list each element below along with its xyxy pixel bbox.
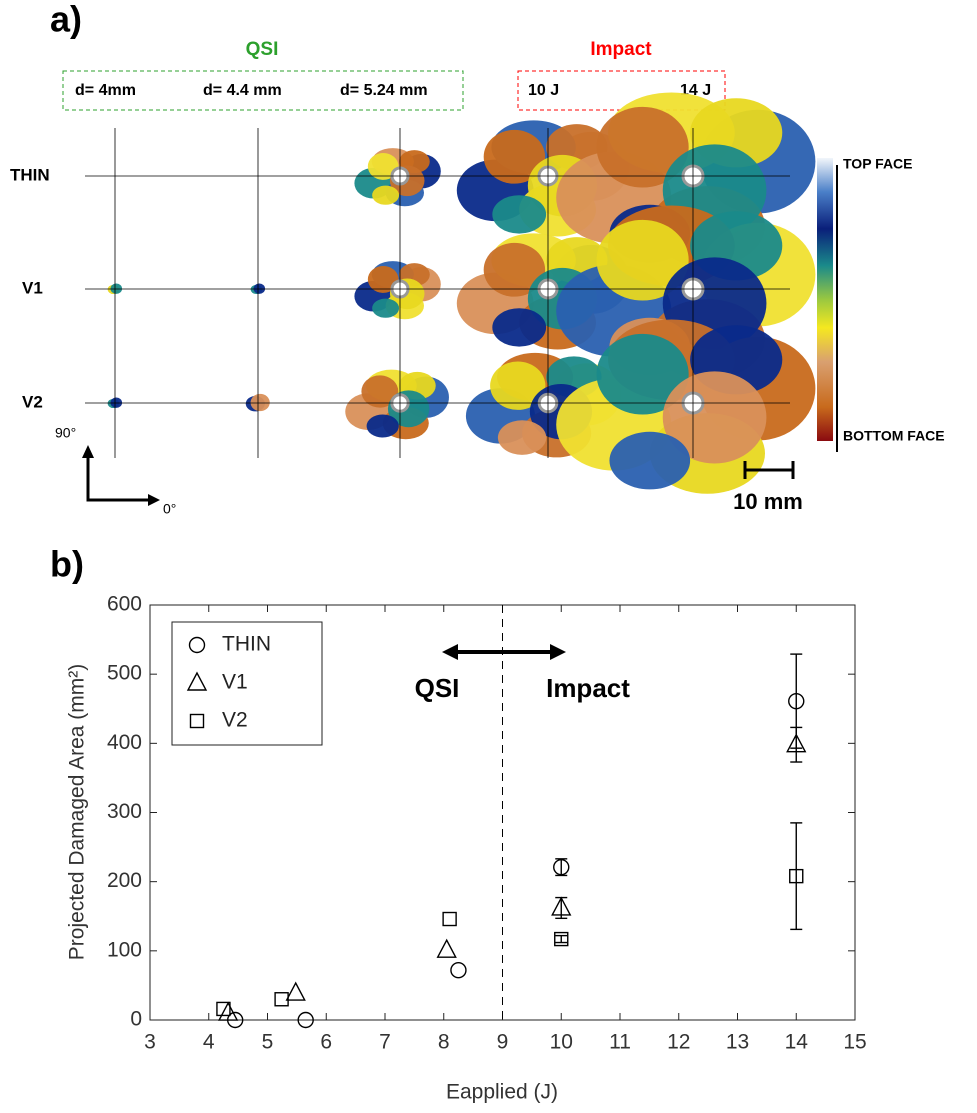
x-axis-label: Eapplied (J) <box>446 1081 558 1104</box>
damage-blob <box>367 415 399 438</box>
x-tick-label: 14 <box>785 1031 809 1054</box>
y-tick-label: 600 <box>107 593 142 616</box>
y-tick-label: 500 <box>107 662 142 685</box>
colorbar-label: TOP FACE <box>843 156 913 172</box>
x-tick-label: 11 <box>609 1031 631 1054</box>
y-axis-label: Projected Damaged Area (mm²) <box>66 664 89 960</box>
damage-blob <box>609 432 690 490</box>
x-tick-label: 8 <box>438 1031 450 1054</box>
row-label: V1 <box>22 278 43 297</box>
y-tick-label: 100 <box>107 938 142 961</box>
legend-label: THIN <box>222 633 271 656</box>
x-tick-label: 3 <box>144 1031 156 1054</box>
x-tick-label: 9 <box>497 1031 509 1054</box>
column-label: d= 5.24 mm <box>340 82 428 99</box>
x-tick-label: 7 <box>379 1031 391 1054</box>
x-tick-label: 15 <box>843 1031 866 1054</box>
annotation: Impact <box>546 673 630 703</box>
point <box>443 913 456 926</box>
scale-label: 10 mm <box>733 489 803 514</box>
legend-label: V1 <box>222 671 248 694</box>
row-label: V2 <box>22 392 43 411</box>
damage-blob <box>498 420 546 455</box>
axis-label: 0° <box>163 501 176 517</box>
column-label: 10 J <box>528 82 559 99</box>
y-tick-label: 200 <box>107 869 142 892</box>
y-tick-label: 400 <box>107 731 142 754</box>
damage-maps <box>108 92 816 493</box>
arrow-head <box>148 494 160 506</box>
x-tick-label: 13 <box>726 1031 749 1054</box>
group-title: QSI <box>246 39 279 60</box>
colorbar-label: BOTTOM FACE <box>843 428 945 444</box>
annotation: QSI <box>415 673 460 703</box>
damage-blob <box>372 299 399 318</box>
damage-blob <box>492 308 546 346</box>
point <box>451 963 466 978</box>
group-title: Impact <box>590 39 652 60</box>
arrow-head <box>550 644 566 660</box>
arrow-head <box>442 644 458 660</box>
orientation-axes <box>88 458 150 500</box>
x-tick-label: 6 <box>320 1031 332 1054</box>
point <box>287 983 305 1000</box>
damage-blob <box>251 394 270 411</box>
x-tick-label: 4 <box>203 1031 215 1054</box>
y-tick-label: 300 <box>107 800 142 823</box>
column-label: d= 4.4 mm <box>203 82 282 99</box>
axis-label: 90° <box>55 425 76 441</box>
damage-blob <box>372 186 399 205</box>
x-tick-label: 5 <box>262 1031 274 1054</box>
point <box>275 993 288 1006</box>
panel-label: a) <box>50 0 82 40</box>
x-tick-label: 12 <box>667 1031 690 1054</box>
colorbar <box>817 158 833 441</box>
legend-label: V2 <box>222 709 248 732</box>
figure: a) QSI Impact d= 4mm d= 4.4 mm d= 5.24 m… <box>0 0 977 1108</box>
damage-blob <box>492 195 546 233</box>
y-tick-label: 0 <box>130 1008 142 1031</box>
arrow-head <box>82 445 94 458</box>
x-tick-label: 10 <box>550 1031 573 1054</box>
row-label: THIN <box>10 165 50 184</box>
column-label: d= 4mm <box>75 82 136 99</box>
point <box>438 940 456 957</box>
panel-label: b) <box>50 544 84 585</box>
